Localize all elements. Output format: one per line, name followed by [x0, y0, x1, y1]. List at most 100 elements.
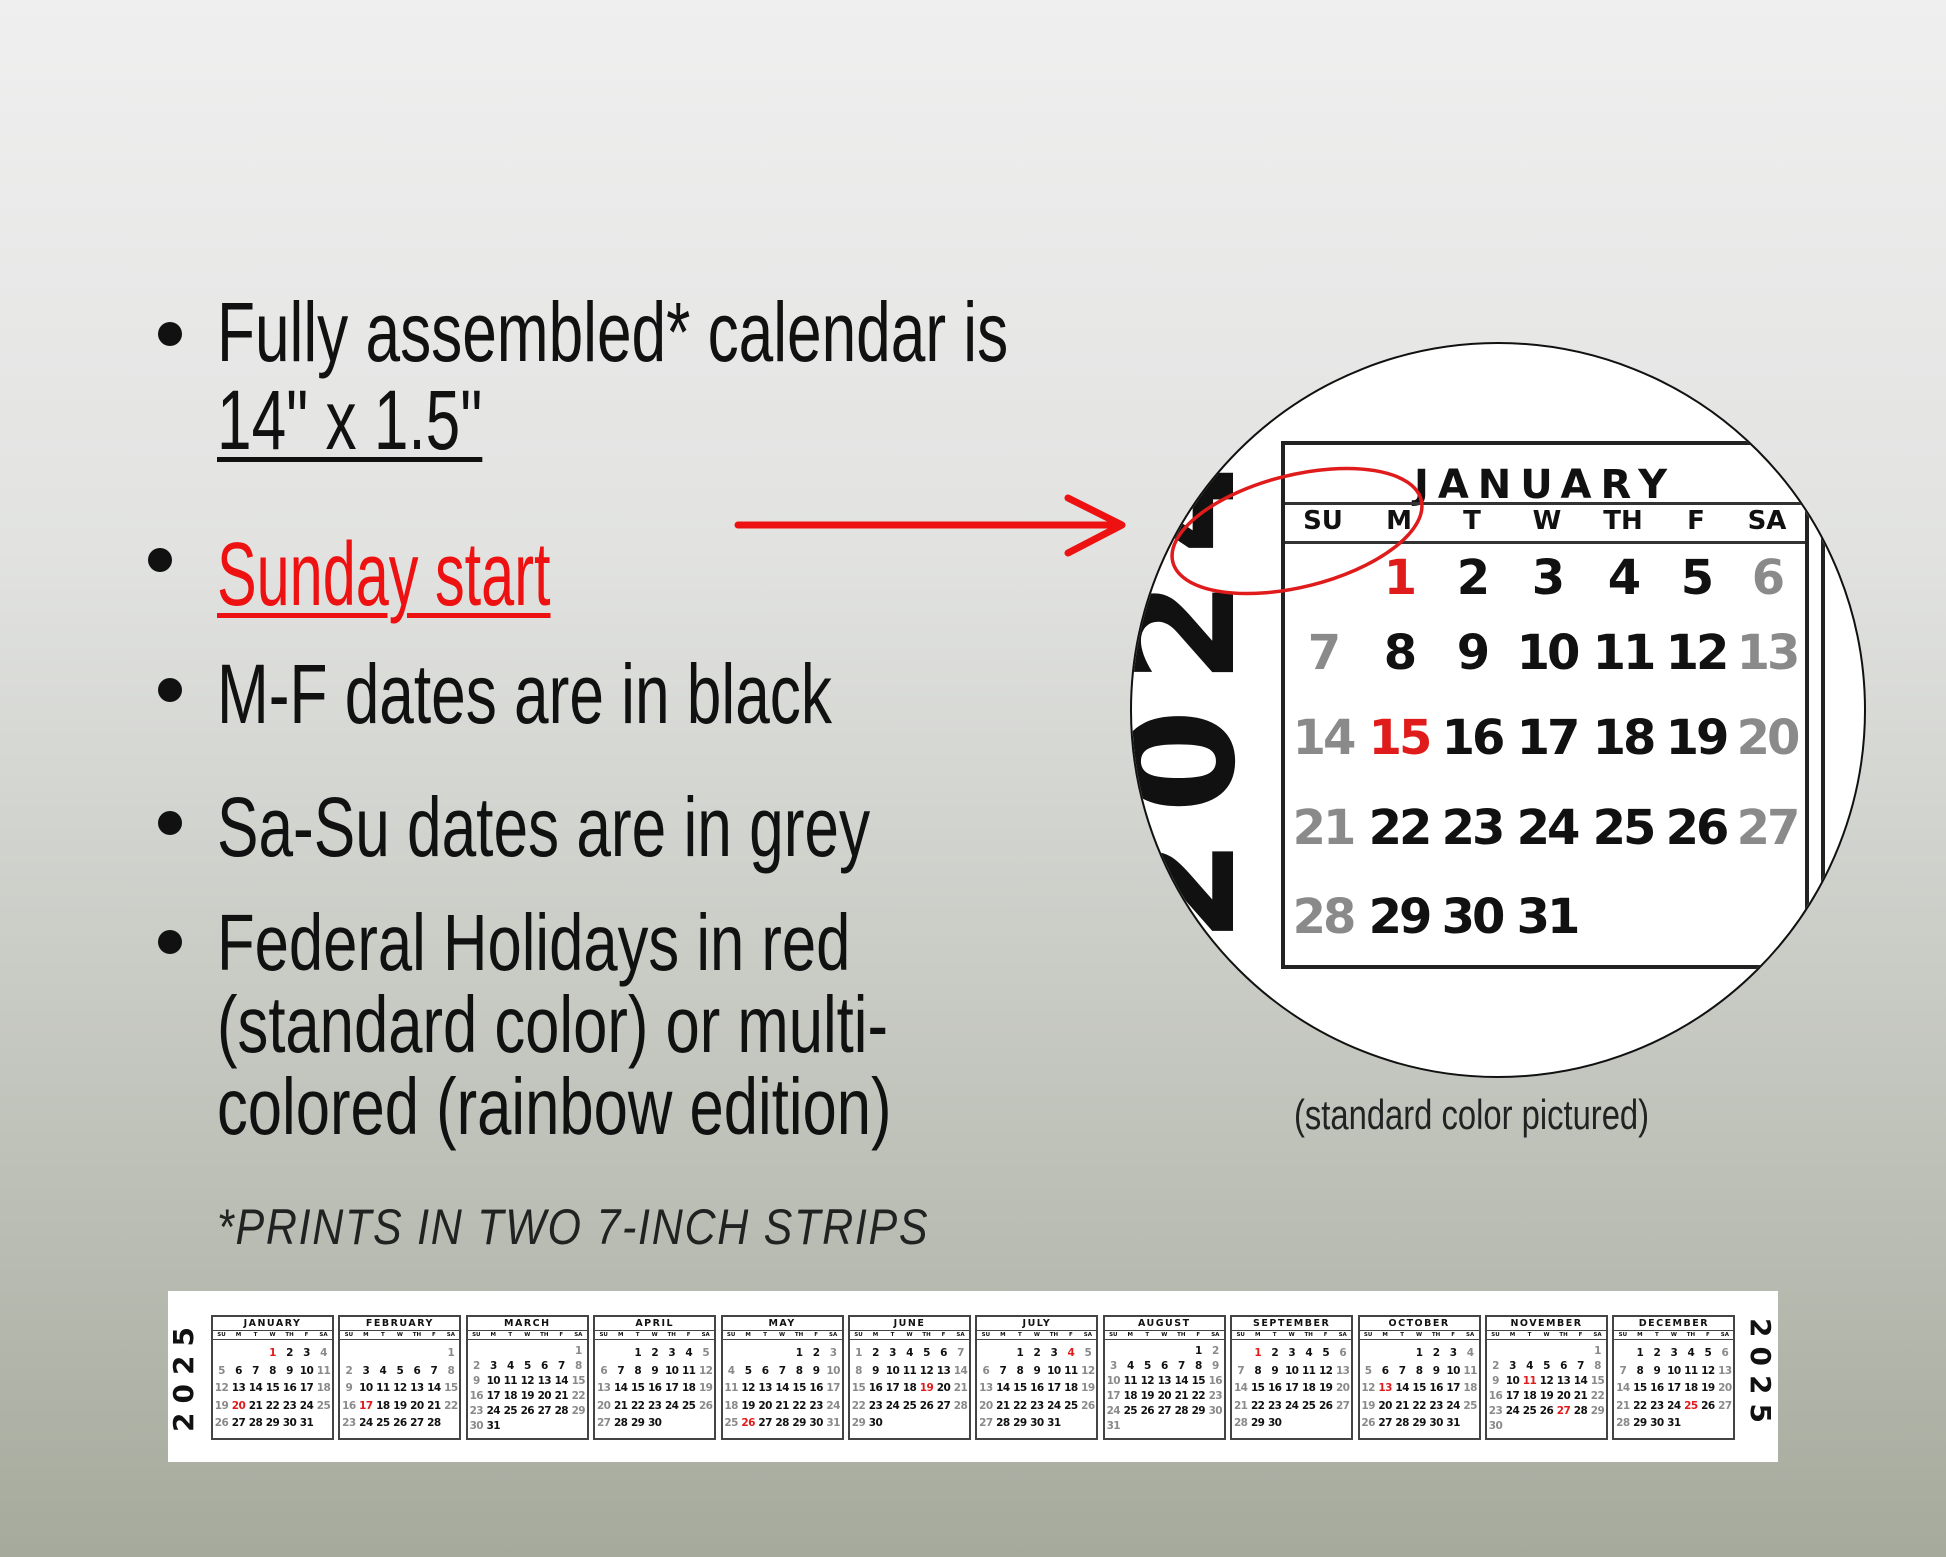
date: 14 — [1174, 1374, 1189, 1387]
day-header: M — [617, 1332, 624, 1338]
date: 9 — [1492, 1374, 1499, 1387]
date: 26 — [1081, 1399, 1095, 1412]
date: 8 — [1194, 1359, 1202, 1372]
date: 26 — [1701, 1399, 1715, 1412]
date: 5 — [744, 1364, 752, 1377]
empty-cell — [680, 1418, 697, 1429]
date: 9 — [872, 1364, 879, 1377]
date: 14 — [554, 1374, 569, 1387]
date: 19 — [520, 1389, 535, 1402]
date: 5 — [923, 1347, 930, 1360]
week-row: 19 20 21 22 23 24 25 — [1360, 1401, 1479, 1412]
day-header: F — [941, 1332, 946, 1338]
date: 10 — [1284, 1364, 1299, 1377]
day-header: W — [1543, 1332, 1550, 1338]
date: 8 — [1016, 1364, 1024, 1377]
week-row: 6 7 8 9 10 11 12 — [595, 1366, 714, 1377]
empty-cell — [977, 1348, 994, 1359]
date: 12 — [919, 1364, 934, 1377]
day-header: T — [381, 1332, 385, 1338]
week-row: 16 17 18 19 20 21 22 — [340, 1401, 459, 1412]
date: 9 — [651, 1364, 659, 1377]
date: 22 — [1590, 1389, 1605, 1402]
month-name: JUNE — [893, 1318, 926, 1329]
date: 15 — [265, 1382, 280, 1395]
date: 17 — [826, 1382, 840, 1395]
zoom-date: 12 — [1665, 625, 1730, 681]
date: 7 — [999, 1364, 1007, 1377]
zoom-date: 1 — [1383, 550, 1417, 606]
week-row: 26 27 28 29 30 31 — [213, 1418, 332, 1429]
zoom-date: 31 — [1516, 889, 1581, 945]
date: 8 — [447, 1364, 455, 1377]
date: 28 — [775, 1417, 789, 1430]
strip-year-left: 2025 — [167, 1318, 200, 1432]
empty-cell — [1377, 1348, 1394, 1359]
empty-cell — [952, 1418, 969, 1429]
date: 20 — [936, 1382, 951, 1395]
date: 28 — [996, 1417, 1010, 1430]
date: 1 — [574, 1344, 582, 1357]
date: 16 — [647, 1382, 662, 1395]
zoom-month-name: JANUARY — [1413, 462, 1677, 508]
date: 23 — [282, 1399, 297, 1412]
day-header: SA — [319, 1332, 328, 1338]
week-row: 9 10 11 12 13 14 15 — [340, 1383, 459, 1394]
date: 25 — [902, 1399, 917, 1412]
empty-cell — [901, 1418, 918, 1429]
date: 23 — [868, 1399, 883, 1412]
date: 10 — [1667, 1364, 1681, 1377]
empty-cell — [935, 1418, 952, 1429]
empty-cell — [884, 1418, 901, 1429]
zoom-date: 14 — [1292, 710, 1357, 766]
date: 31 — [826, 1417, 840, 1430]
week-row: 18 19 20 21 22 23 24 — [723, 1401, 842, 1412]
date: 7 — [778, 1364, 786, 1377]
date: 18 — [902, 1382, 917, 1395]
footnote: *PRINTS IN TWO 7-INCH STRIPS — [217, 1199, 930, 1255]
bullet-dot — [158, 322, 182, 346]
week-row: 29 30 — [850, 1418, 969, 1429]
week-row: 21 22 23 24 25 26 27 — [1232, 1401, 1351, 1412]
date: 18 — [503, 1389, 518, 1402]
date: 4 — [1687, 1347, 1695, 1360]
date: 7 — [1619, 1364, 1627, 1377]
date: 26 — [741, 1417, 755, 1430]
day-header: TH — [667, 1332, 676, 1338]
calendar-strip: 2025 2025 JANUARY SU M T W TH F SA 1 2 3 4 5 6 7 8 9 10 11… — [167, 1291, 1778, 1462]
day-header: SU — [472, 1332, 481, 1338]
date: 3 — [1670, 1347, 1678, 1360]
empty-cell — [723, 1348, 740, 1359]
empty-cell — [1207, 1421, 1224, 1432]
zoom-day-header: M — [1386, 506, 1412, 536]
day-header: M — [363, 1332, 369, 1338]
day-header: SA — [446, 1332, 455, 1338]
day-header: T — [1527, 1332, 1532, 1338]
empty-cell — [774, 1348, 791, 1359]
date: 29 — [1013, 1417, 1027, 1430]
date: 15 — [1633, 1382, 1647, 1395]
date: 16 — [868, 1382, 883, 1395]
date: 3 — [362, 1364, 370, 1377]
zoom-date: 10 — [1516, 625, 1581, 681]
empty-cell — [315, 1418, 332, 1429]
zoom-date: 30 — [1441, 889, 1506, 945]
date: 25 — [1684, 1399, 1698, 1412]
date: 9 — [1033, 1364, 1041, 1377]
empty-cell — [485, 1346, 502, 1357]
date: 26 — [698, 1399, 713, 1412]
date: 3 — [1050, 1347, 1058, 1360]
week-row: 24 25 26 27 28 29 30 — [1105, 1406, 1224, 1417]
date: 27 — [936, 1399, 951, 1412]
empty-cell — [1504, 1346, 1521, 1357]
zoom-date: 22 — [1368, 800, 1433, 856]
date: 28 — [613, 1417, 628, 1430]
date: 27 — [537, 1404, 552, 1417]
empty-cell — [1504, 1421, 1521, 1432]
zoom-day-header-bar — [1285, 502, 1805, 544]
date: 30 — [868, 1417, 883, 1430]
date: 10 — [826, 1364, 840, 1377]
date: 28 — [953, 1399, 968, 1412]
date-grid: 1 2 3 4 5 6 7 8 9 10 11 12 13 14 15 16 17 18 19 20 21 22 23 24 2… — [595, 1341, 714, 1436]
date: 19 — [1539, 1389, 1554, 1402]
